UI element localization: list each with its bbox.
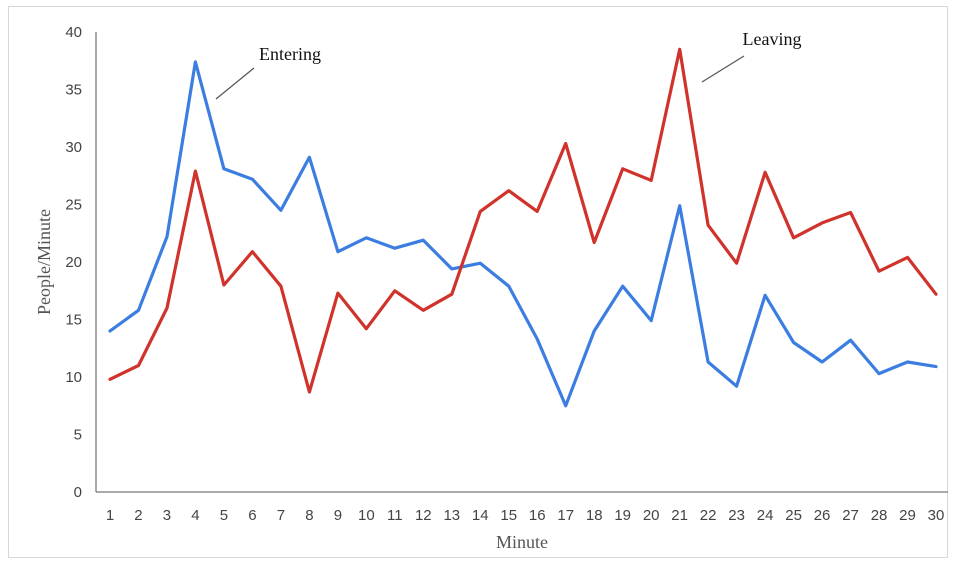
x-tick-label: 20 bbox=[643, 507, 660, 524]
annotation-label-entering: Entering bbox=[259, 44, 321, 64]
annotation-label-leaving: Leaving bbox=[743, 29, 802, 49]
x-tick-label: 10 bbox=[358, 507, 375, 524]
y-tick-label: 10 bbox=[65, 369, 82, 386]
annotation-leader-entering bbox=[215, 67, 255, 100]
x-tick-label: 19 bbox=[614, 507, 631, 524]
series-line-leaving bbox=[108, 47, 938, 394]
chart-frame bbox=[8, 6, 948, 558]
x-tick-label: 4 bbox=[191, 507, 199, 524]
y-tick-label: 25 bbox=[65, 197, 82, 214]
y-tick-label: 5 bbox=[74, 427, 82, 444]
x-tick-label: 15 bbox=[500, 507, 517, 524]
x-tick-label: 8 bbox=[305, 507, 313, 524]
y-tick-label: 40 bbox=[65, 24, 82, 41]
annotation-leader-leaving bbox=[701, 55, 745, 83]
x-tick-label: 3 bbox=[163, 507, 171, 524]
x-axis-title: Minute bbox=[496, 532, 548, 552]
series-line-entering bbox=[108, 60, 938, 408]
x-tick-label: 16 bbox=[529, 507, 546, 524]
x-tick-label: 21 bbox=[671, 507, 688, 524]
series-layer bbox=[108, 47, 938, 408]
annotation-layer: Entering Leaving bbox=[215, 29, 802, 100]
y-axis-ticks: 0 5 10 15 20 25 30 35 40 bbox=[65, 24, 82, 501]
x-tick-label: 5 bbox=[220, 507, 228, 524]
y-tick-label: 15 bbox=[65, 312, 82, 329]
x-tick-label: 12 bbox=[415, 507, 432, 524]
y-tick-label: 35 bbox=[65, 82, 82, 99]
x-tick-label: 9 bbox=[334, 507, 342, 524]
x-tick-label: 13 bbox=[443, 507, 460, 524]
x-tick-label: 7 bbox=[277, 507, 285, 524]
y-axis-title: People/Minute bbox=[34, 209, 54, 315]
x-tick-label: 22 bbox=[700, 507, 717, 524]
x-tick-label: 14 bbox=[472, 507, 489, 524]
x-tick-label: 30 bbox=[928, 507, 945, 524]
y-tick-label: 20 bbox=[65, 254, 82, 271]
x-tick-label: 17 bbox=[557, 507, 574, 524]
x-tick-label: 28 bbox=[871, 507, 888, 524]
x-tick-label: 24 bbox=[757, 507, 774, 524]
x-tick-label: 29 bbox=[899, 507, 916, 524]
y-tick-label: 0 bbox=[74, 484, 82, 501]
x-tick-label: 25 bbox=[785, 507, 802, 524]
x-tick-label: 11 bbox=[387, 507, 403, 524]
x-tick-label: 27 bbox=[842, 507, 859, 524]
x-tick-label: 26 bbox=[814, 507, 831, 524]
x-tick-label: 18 bbox=[586, 507, 603, 524]
y-tick-label: 30 bbox=[65, 139, 82, 156]
x-tick-label: 6 bbox=[248, 507, 256, 524]
x-axis-ticks: 1 2 3 4 5 6 7 8 9 10 11 12 13 14 15 16 17 18 19 20 21 22 23 24 2… bbox=[106, 507, 945, 524]
x-tick-label: 23 bbox=[728, 507, 745, 524]
x-tick-label: 2 bbox=[134, 507, 142, 524]
x-tick-label: 1 bbox=[106, 507, 114, 524]
